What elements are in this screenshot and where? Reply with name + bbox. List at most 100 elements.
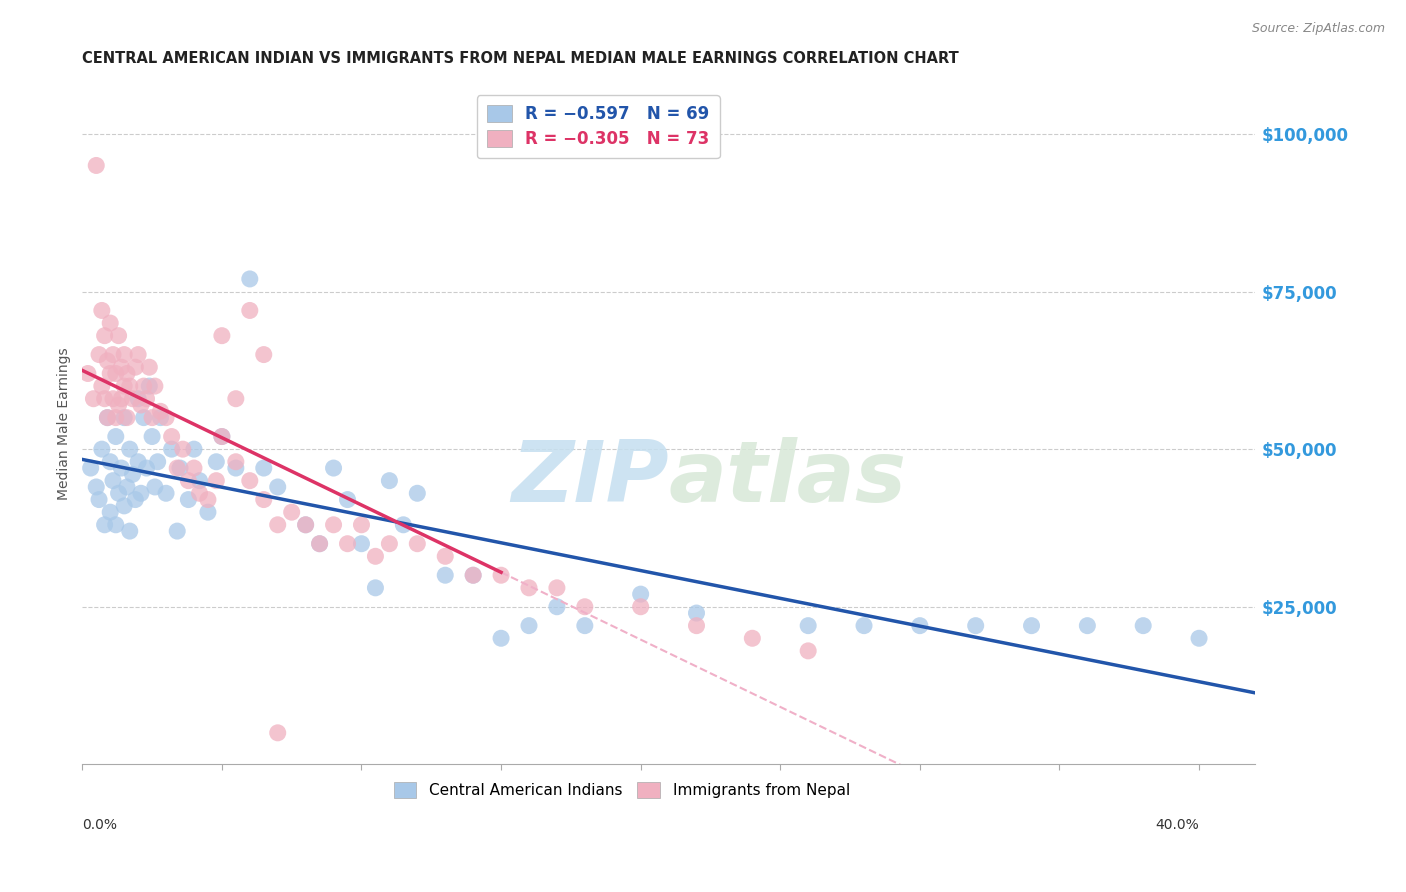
- Point: [169, 461, 191, 475]
- Point: [129, 398, 152, 412]
- Point: [104, 517, 127, 532]
- Y-axis label: Median Male Earnings: Median Male Earnings: [58, 348, 72, 500]
- Text: atlas: atlas: [669, 437, 907, 520]
- Point: [143, 379, 166, 393]
- Point: [138, 360, 160, 375]
- Point: [79, 461, 101, 475]
- Point: [406, 537, 429, 551]
- Point: [112, 499, 135, 513]
- Point: [115, 410, 138, 425]
- Point: [98, 505, 121, 519]
- Point: [101, 348, 124, 362]
- Point: [434, 568, 457, 582]
- Point: [87, 492, 110, 507]
- Point: [110, 360, 132, 375]
- Point: [149, 410, 172, 425]
- Point: [172, 442, 194, 457]
- Point: [112, 410, 135, 425]
- Text: 0.0%: 0.0%: [83, 818, 117, 832]
- Point: [630, 587, 652, 601]
- Point: [392, 517, 415, 532]
- Point: [685, 618, 707, 632]
- Point: [112, 379, 135, 393]
- Point: [463, 568, 485, 582]
- Point: [211, 429, 233, 443]
- Point: [76, 367, 98, 381]
- Point: [253, 461, 276, 475]
- Point: [115, 480, 138, 494]
- Point: [350, 537, 373, 551]
- Point: [364, 549, 387, 564]
- Point: [107, 486, 129, 500]
- Point: [1188, 632, 1211, 646]
- Point: [853, 618, 876, 632]
- Point: [93, 392, 115, 406]
- Point: [98, 455, 121, 469]
- Point: [160, 442, 183, 457]
- Point: [127, 392, 149, 406]
- Point: [90, 303, 112, 318]
- Point: [183, 442, 205, 457]
- Point: [741, 632, 763, 646]
- Point: [253, 348, 276, 362]
- Point: [107, 328, 129, 343]
- Point: [155, 486, 177, 500]
- Point: [155, 410, 177, 425]
- Point: [253, 492, 276, 507]
- Point: [166, 461, 188, 475]
- Point: [177, 492, 200, 507]
- Text: CENTRAL AMERICAN INDIAN VS IMMIGRANTS FROM NEPAL MEDIAN MALE EARNINGS CORRELATIO: CENTRAL AMERICAN INDIAN VS IMMIGRANTS FR…: [83, 51, 959, 66]
- Point: [132, 410, 155, 425]
- Point: [225, 461, 247, 475]
- Point: [308, 537, 330, 551]
- Point: [434, 549, 457, 564]
- Point: [517, 618, 540, 632]
- Point: [110, 392, 132, 406]
- Point: [96, 354, 118, 368]
- Point: [574, 618, 596, 632]
- Point: [188, 474, 211, 488]
- Point: [93, 328, 115, 343]
- Text: 40.0%: 40.0%: [1156, 818, 1199, 832]
- Point: [211, 429, 233, 443]
- Point: [308, 537, 330, 551]
- Point: [280, 505, 302, 519]
- Point: [90, 442, 112, 457]
- Text: ZIP: ZIP: [510, 437, 669, 520]
- Point: [160, 429, 183, 443]
- Point: [118, 524, 141, 538]
- Point: [143, 480, 166, 494]
- Point: [124, 360, 146, 375]
- Point: [350, 517, 373, 532]
- Point: [127, 455, 149, 469]
- Point: [110, 461, 132, 475]
- Point: [378, 474, 401, 488]
- Point: [239, 303, 262, 318]
- Point: [965, 618, 987, 632]
- Point: [101, 474, 124, 488]
- Point: [239, 474, 262, 488]
- Text: Source: ZipAtlas.com: Source: ZipAtlas.com: [1251, 22, 1385, 36]
- Legend: Central American Indians, Immigrants from Nepal: Central American Indians, Immigrants fro…: [388, 776, 856, 805]
- Point: [104, 367, 127, 381]
- Point: [294, 517, 316, 532]
- Point: [630, 599, 652, 614]
- Point: [96, 410, 118, 425]
- Point: [183, 461, 205, 475]
- Point: [197, 492, 219, 507]
- Point: [98, 316, 121, 330]
- Point: [294, 517, 316, 532]
- Point: [378, 537, 401, 551]
- Point: [138, 379, 160, 393]
- Point: [225, 392, 247, 406]
- Point: [489, 568, 512, 582]
- Point: [239, 272, 262, 286]
- Point: [1021, 618, 1043, 632]
- Point: [205, 455, 228, 469]
- Point: [129, 486, 152, 500]
- Point: [107, 398, 129, 412]
- Point: [546, 599, 568, 614]
- Point: [84, 158, 107, 172]
- Point: [267, 480, 290, 494]
- Point: [87, 348, 110, 362]
